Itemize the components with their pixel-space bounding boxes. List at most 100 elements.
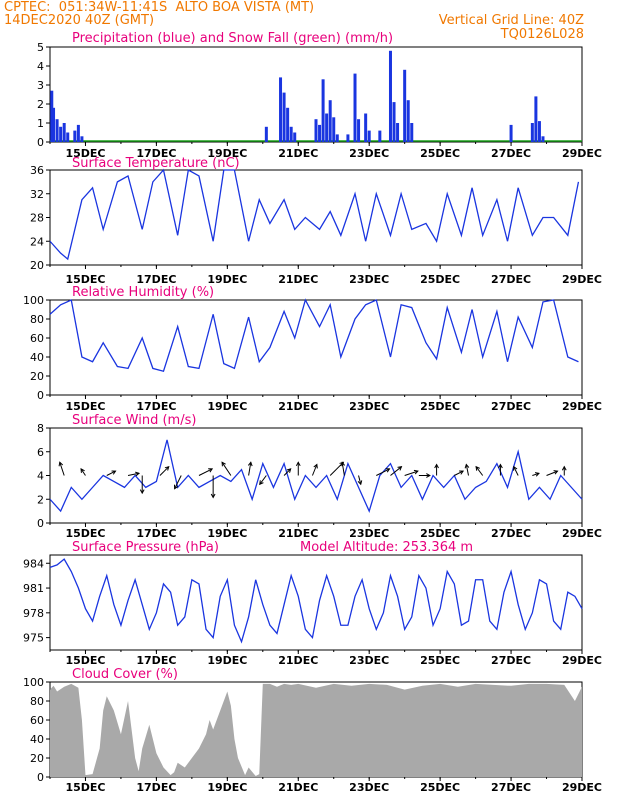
x-tick-label: 17DEC	[136, 400, 176, 413]
wind-arrow-head	[221, 461, 226, 467]
x-tick-label: 23DEC	[349, 527, 389, 540]
wind-arrow-head	[259, 480, 264, 486]
x-tick-label: 29DEC	[562, 273, 602, 286]
x-tick-label: 25DEC	[420, 400, 460, 413]
wind-arrow	[198, 468, 213, 476]
x-tick-label: 15DEC	[65, 147, 105, 160]
wind-arrow-head	[58, 461, 64, 467]
y-tick-label: 1	[37, 117, 44, 130]
x-tick-label: 17DEC	[136, 654, 176, 667]
x-tick-label: 21DEC	[278, 654, 318, 667]
precip-bar	[289, 126, 293, 142]
x-tick-label: 15DEC	[65, 781, 105, 794]
x-tick-label: 15DEC	[65, 654, 105, 667]
wind-arrow-head	[313, 463, 318, 469]
precip-bar	[314, 119, 318, 142]
precip-bar	[52, 107, 56, 142]
wind-arrow-head	[111, 470, 117, 475]
x-tick-label: 19DEC	[207, 147, 247, 160]
y-tick-label: 4	[37, 60, 44, 73]
x-tick-label: 21DEC	[278, 400, 318, 413]
precip-bar	[410, 123, 414, 142]
y-tick-label: 80	[30, 313, 44, 326]
precip-bar	[55, 119, 59, 142]
y-tick-label: 20	[30, 752, 44, 765]
wind-arrow-head	[210, 493, 216, 499]
y-tick-label: 100	[23, 294, 44, 307]
series-line-wind	[49, 439, 583, 513]
wind-arrow	[404, 470, 419, 476]
panel-title: Precipitation (blue) and Snow Fall (gree…	[72, 31, 393, 46]
panel-title: Surface Temperature (nC)	[72, 156, 240, 171]
x-tick-label: 17DEC	[136, 273, 176, 286]
x-tick-label: 17DEC	[136, 527, 176, 540]
wind-arrow-head	[397, 466, 403, 471]
y-tick-label: 4	[37, 470, 44, 483]
wind-arrow-head	[553, 470, 559, 475]
x-tick-label: 25DEC	[420, 273, 460, 286]
y-tick-label: 984	[23, 557, 44, 570]
x-tick-label: 29DEC	[562, 781, 602, 794]
x-tick-label: 27DEC	[491, 654, 531, 667]
precip-bar	[530, 123, 534, 142]
x-tick-label: 19DEC	[207, 400, 247, 413]
x-tick-label: 15DEC	[65, 273, 105, 286]
panel-title: Surface Pressure (hPa)	[72, 540, 219, 555]
precip-bar	[406, 100, 410, 142]
x-tick-label: 23DEC	[349, 273, 389, 286]
header-grid-note: Vertical Grid Line: 40Z	[438, 13, 584, 28]
y-tick-label: 40	[30, 733, 44, 746]
y-tick-label: 60	[30, 714, 44, 727]
precip-bar	[66, 132, 70, 142]
header-model-code: TQ0126L028	[500, 27, 584, 42]
wind-arrow-head	[80, 468, 85, 473]
precip-bar	[286, 107, 290, 142]
wind-arrow	[80, 468, 86, 476]
x-tick-label: 27DEC	[491, 273, 531, 286]
wind-arrow	[532, 472, 540, 476]
precip-bar	[279, 77, 283, 142]
x-tick-label: 21DEC	[278, 147, 318, 160]
panel-wind: 0 2 4 6 8 15DEC 17DEC 19DEC 21DEC 23DEC 25DEC 27DEC…	[37, 413, 602, 540]
x-tick-label: 29DEC	[562, 654, 602, 667]
precip-bar	[282, 92, 286, 142]
precip-bar	[364, 113, 368, 142]
y-tick-label: 8	[37, 422, 44, 435]
precip-bar	[396, 123, 400, 142]
wind-arrow	[174, 475, 182, 489]
y-tick-label: 32	[30, 188, 44, 201]
wind-arrow	[248, 462, 252, 476]
x-tick-label: 21DEC	[278, 273, 318, 286]
wind-arrow	[513, 466, 519, 476]
panel-precip: 0 1 2 3 4 5 15DEC 17DEC 19DEC 21DEC 23DEC 25DEC 27DE…	[37, 31, 602, 160]
y-tick-label: 978	[23, 607, 44, 620]
wind-arrow-head	[295, 461, 301, 467]
wind-arrow-head	[475, 465, 480, 471]
wind-arrow	[341, 462, 345, 476]
precip-bar	[403, 69, 407, 142]
series-line-pressure	[49, 558, 583, 644]
wind-arrow	[59, 462, 65, 476]
y-tick-label: 2	[37, 98, 44, 111]
x-tick-label: 19DEC	[207, 527, 247, 540]
wind-arrow	[390, 466, 402, 476]
panel-pressure: 975 978 981 984 15DEC 17DEC 19DEC 21DEC 23DEC 25D…	[23, 540, 602, 667]
wind-arrow	[454, 470, 464, 476]
x-tick-label: 29DEC	[562, 400, 602, 413]
y-tick-label: 80	[30, 695, 44, 708]
precip-bar	[76, 124, 80, 142]
x-tick-label: 27DEC	[491, 527, 531, 540]
x-tick-label: 21DEC	[278, 781, 318, 794]
precip-bar	[321, 79, 325, 142]
precip-bar	[335, 134, 339, 142]
precip-bar	[509, 124, 513, 142]
x-tick-label: 19DEC	[207, 654, 247, 667]
y-tick-label: 5	[37, 41, 44, 54]
x-tick-label: 27DEC	[491, 781, 531, 794]
precip-bar	[62, 123, 66, 142]
x-tick-label: 23DEC	[349, 400, 389, 413]
wind-arrow	[283, 468, 292, 476]
wind-arrow-head	[164, 465, 170, 471]
wind-arrow	[311, 464, 318, 476]
